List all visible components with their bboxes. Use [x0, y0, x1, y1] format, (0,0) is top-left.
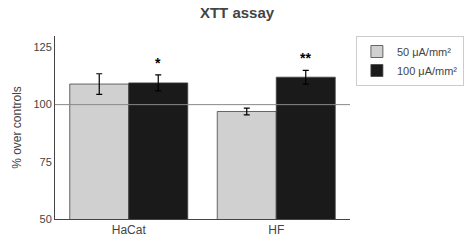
svg-text:% over controls: % over controls	[10, 86, 24, 169]
svg-text:125: 125	[33, 41, 51, 53]
svg-text:XTT assay: XTT assay	[200, 4, 275, 21]
svg-text:50: 50	[40, 213, 52, 225]
svg-text:HaCat: HaCat	[112, 223, 147, 237]
svg-text:100: 100	[33, 98, 51, 110]
svg-text:100 μA/mm²: 100 μA/mm²	[397, 65, 457, 77]
svg-text:50 μA/mm²: 50 μA/mm²	[397, 46, 451, 58]
svg-text:75: 75	[40, 156, 52, 168]
svg-text:**: **	[300, 50, 311, 66]
svg-text:*: *	[155, 55, 161, 71]
svg-text:HF: HF	[268, 223, 284, 237]
